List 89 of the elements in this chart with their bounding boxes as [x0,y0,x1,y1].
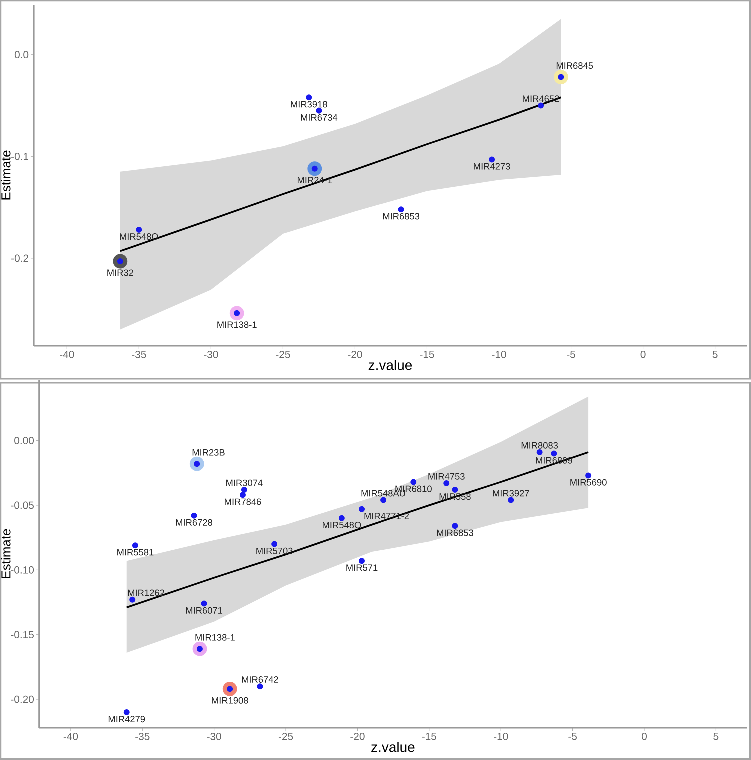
x-tick-label: -25 [278,732,294,740]
point [444,480,450,486]
x-tick-label: -20 [350,732,365,740]
x-tick-label: -10 [492,350,506,358]
annotation: MIR1262 [128,590,164,596]
point [538,102,544,109]
annotation: MIR138-1 [218,322,257,328]
x-tick-label: -40 [60,350,74,358]
y-tick-label: 0.00 [14,437,34,444]
x-tick-label: -40 [64,732,78,740]
y-tick-label: 0.0 [14,51,29,59]
annotation: MIR4279 [108,716,146,723]
point [191,512,198,519]
point [306,94,312,101]
point [452,486,458,493]
annotation: MIR3074 [226,480,263,486]
point [410,479,417,486]
annotation: MIR6853 [383,213,420,220]
x-axis-title: z.value [368,360,412,370]
point [257,684,264,690]
point [359,558,366,564]
y-tick-label: -0.2 [12,254,28,262]
annotation: MIR6845 [556,62,594,70]
annotation: MIR8083 [522,442,558,449]
point [201,600,208,607]
annotation: MIR138-1 [196,634,235,641]
x-tick-label: -20 [348,350,362,358]
y-tick-label: -0.05 [11,502,34,510]
annotation: MIR5581 [118,549,154,556]
x-tick-label: 0 [642,732,647,740]
y-tick-label: -0.10 [11,566,34,574]
annotation: MIR5690 [570,479,607,486]
point [489,156,496,163]
annotation: MIR6810 [396,486,432,492]
x-tick-label: -15 [422,733,436,740]
annotation: MIR6728 [176,519,213,526]
y-tick-label: -0.15 [11,631,34,639]
annotation: MIR548AU [362,490,406,497]
point [380,497,387,504]
x-tick-label: 5 [712,351,718,358]
annotation: MIR32 [108,270,134,276]
annotation: MIR4753 [428,473,465,480]
x-tick-label: -5 [568,733,577,740]
annotation: MIR6853 [437,530,474,536]
line-series [120,96,562,252]
annotation: MIR6734 [301,114,338,121]
annotation: MIR5703 [256,548,293,554]
point [586,472,592,479]
x-tick-label: -25 [276,350,290,358]
annotation: MIR571 [346,564,378,572]
x-tick-label: -15 [420,351,434,358]
annotation: MIR6071 [186,607,223,614]
x-tick-label: 0 [640,350,646,358]
point [359,506,366,512]
point [240,492,246,498]
point [130,596,136,603]
point [316,108,322,114]
point [132,542,138,549]
annotation: MIR7846 [225,498,262,506]
x-tick-label: 5 [714,733,719,740]
x-axis-title: z.value [372,742,415,752]
y-axis-title: Estimate [1,529,11,578]
x-tick-label: -35 [136,732,150,740]
point [338,515,345,522]
point [398,206,404,213]
annotation: MIR6742 [242,676,278,683]
annotation: MIR4273 [474,163,510,170]
point [136,226,142,233]
x-tick-label: -5 [567,351,576,358]
point [508,497,514,504]
point [272,541,278,548]
annotation: MIR3918 [291,101,328,108]
y-tick-label: -0.20 [11,696,34,704]
point [241,486,248,493]
point [452,523,458,530]
x-tick-label: -30 [204,350,218,358]
y-tick-label: -0.1 [12,152,28,160]
annotation: MIR548O [323,522,362,529]
point [124,709,130,716]
x-tick-label: -10 [494,732,508,740]
y-axis-title: Estimate [1,150,11,200]
x-tick-label: -35 [132,350,146,358]
point [551,450,558,457]
annotation: MIR3927 [493,490,530,497]
annotation: MIR1908 [212,697,248,704]
point [536,449,543,456]
x-tick-label: -30 [207,732,222,740]
annotation: MIR23B [192,449,225,456]
annotation: MIR548O [120,234,158,240]
